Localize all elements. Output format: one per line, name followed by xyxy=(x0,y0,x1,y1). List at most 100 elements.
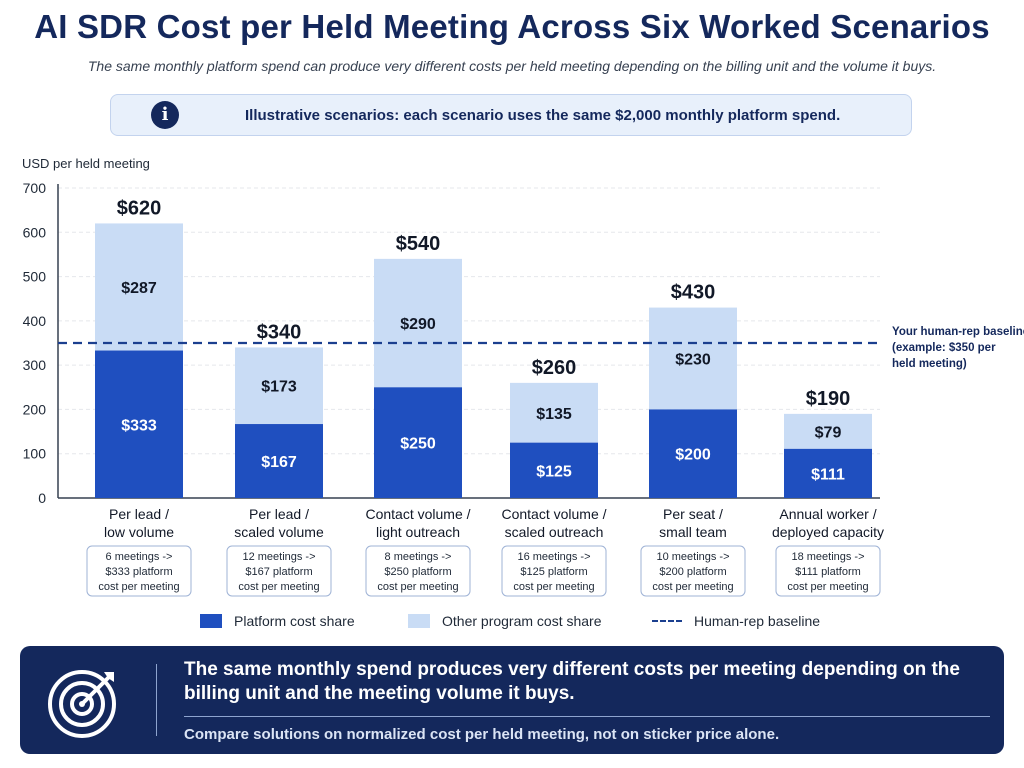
scenario-note-box-6 xyxy=(775,545,881,597)
bar-platform-label-3: $250 xyxy=(400,436,436,453)
legend-label-other: Other program cost share xyxy=(442,613,602,629)
y-tick-label-100: 100 xyxy=(23,446,47,462)
bar-total-label-6: $190 xyxy=(806,388,851,410)
scenario-note-box-1 xyxy=(86,545,192,597)
scenario-note-6-1: 18 meetings -> xyxy=(791,551,864,563)
scenario-note-box-4 xyxy=(501,545,607,597)
target-icon xyxy=(48,670,116,738)
x-tick-label-1-1: Per lead / xyxy=(109,506,169,522)
bar-platform-label-1: $333 xyxy=(121,417,157,434)
y-tick-label-700: 700 xyxy=(23,180,47,196)
scenario-note-6-3: cost per meeting xyxy=(787,581,868,593)
baseline-label-3: held meeting) xyxy=(892,358,967,370)
baseline-label-2: (example: $350 per xyxy=(892,342,996,354)
notice-text: Illustrative scenarios: each scenario us… xyxy=(245,107,841,124)
x-tick-label-6-1: Annual worker / xyxy=(779,506,876,522)
bar-total-label-2: $340 xyxy=(257,321,302,343)
scenario-note-2-3: cost per meeting xyxy=(238,581,319,593)
bar-other-label-5: $230 xyxy=(675,352,711,369)
x-tick-label-3-2: light outreach xyxy=(376,524,460,540)
bar-platform-2 xyxy=(235,424,323,498)
bar-total-label-4: $260 xyxy=(532,357,577,379)
bar-platform-6 xyxy=(784,448,872,498)
bar-other-label-6: $79 xyxy=(815,424,842,441)
bar-other-label-3: $290 xyxy=(400,316,436,333)
bar-other-label-4: $135 xyxy=(536,406,572,423)
scenario-note-4-2: $125 platform xyxy=(520,566,587,578)
banner-rule xyxy=(184,716,990,717)
x-tick-label-4-2: scaled outreach xyxy=(505,524,604,540)
notice-box: i Illustrative scenarios: each scenario … xyxy=(110,94,912,136)
bar-platform-5 xyxy=(649,409,737,498)
bar-total-label-5: $430 xyxy=(671,282,716,304)
scenario-note-5-1: 10 meetings -> xyxy=(656,551,729,563)
scenario-note-4-1: 16 meetings -> xyxy=(517,551,590,563)
scenario-note-3-2: $250 platform xyxy=(384,566,451,578)
legend-item-other: Other program cost share xyxy=(408,610,602,632)
key-takeaway-banner: The same monthly spend produces very dif… xyxy=(20,646,1004,754)
y-tick-label-500: 500 xyxy=(23,269,47,285)
bar-platform-4 xyxy=(510,442,598,498)
page-subtitle: The same monthly platform spend can prod… xyxy=(87,58,937,74)
legend-item-platform: Platform cost share xyxy=(200,610,355,632)
x-tick-label-5-2: small team xyxy=(659,524,727,540)
cost-per-meeting-chart: USD per held meeting 0 100 200 300 400 500 600 7… xyxy=(22,156,1024,597)
page-title: AI SDR Cost per Held Meeting Across Six … xyxy=(34,8,990,45)
scenario-note-4-3: cost per meeting xyxy=(513,581,594,593)
x-tick-label-2-1: Per lead / xyxy=(249,506,309,522)
banner-divider xyxy=(156,664,157,736)
x-tick-label-1-2: low volume xyxy=(104,524,174,540)
x-tick-label-5-1: Per seat / xyxy=(663,506,723,522)
bar-platform-label-2: $167 xyxy=(261,454,297,471)
bar-other-label-1: $287 xyxy=(121,280,157,297)
bar-other-2 xyxy=(235,347,323,425)
bar-platform-1 xyxy=(95,350,183,498)
bar-platform-label-5: $200 xyxy=(675,447,711,464)
legend-label-baseline: Human-rep baseline xyxy=(694,613,821,629)
bar-other-4 xyxy=(510,382,598,443)
scenario-note-3-1: 8 meetings -> xyxy=(385,551,452,563)
bar-platform-label-4: $125 xyxy=(536,463,572,480)
bar-other-1 xyxy=(95,223,183,351)
scenario-note-box-2 xyxy=(226,545,332,597)
scenario-note-1-1: 6 meetings -> xyxy=(106,551,173,563)
banner-note: Compare solutions on normalized cost per… xyxy=(184,726,780,743)
scenario-note-5-2: $200 platform xyxy=(659,566,726,578)
baseline-label-1: Your human-rep baseline xyxy=(892,326,1024,338)
bar-other-6 xyxy=(784,413,872,449)
bar-platform-label-6: $111 xyxy=(811,466,845,483)
legend-label-platform: Platform cost share xyxy=(234,613,355,629)
info-icon: i xyxy=(151,101,179,129)
legend-swatch-other xyxy=(408,614,430,628)
legend-item-baseline: Human-rep baseline xyxy=(652,610,820,632)
scenario-note-1-3: cost per meeting xyxy=(98,581,179,593)
scenario-note-5-3: cost per meeting xyxy=(652,581,733,593)
x-tick-label-4-1: Contact volume / xyxy=(501,506,606,522)
x-tick-label-2-2: scaled volume xyxy=(234,524,324,540)
legend-swatch-platform xyxy=(200,614,222,628)
y-tick-label-300: 300 xyxy=(23,357,47,373)
chart-legend: Platform cost share Other program cost s… xyxy=(0,610,1024,632)
scenario-note-2-2: $167 platform xyxy=(245,566,312,578)
scenario-note-6-2: $111 platform xyxy=(795,566,861,578)
x-tick-label-6-2: deployed capacity xyxy=(772,524,884,540)
bar-platform-3 xyxy=(374,387,462,498)
bar-other-label-2: $173 xyxy=(261,379,297,396)
bar-total-label-1: $620 xyxy=(117,197,162,219)
bar-other-5 xyxy=(649,307,737,410)
scenario-note-1-2: $333 platform xyxy=(105,566,172,578)
scenario-note-box-5 xyxy=(640,545,746,597)
legend-dash-baseline xyxy=(652,620,682,622)
scenario-note-3-3: cost per meeting xyxy=(377,581,458,593)
bar-other-3 xyxy=(374,258,462,388)
banner-headline: The same monthly spend produces very dif… xyxy=(184,659,960,704)
y-tick-label-600: 600 xyxy=(23,224,47,240)
scenario-note-2-1: 12 meetings -> xyxy=(242,551,315,563)
y-tick-label-0: 0 xyxy=(38,490,46,506)
y-tick-label-200: 200 xyxy=(23,401,47,417)
bar-total-label-3: $540 xyxy=(396,233,441,255)
y-axis-label: USD per held meeting xyxy=(22,156,150,171)
y-tick-label-400: 400 xyxy=(23,313,47,329)
scenario-note-box-3 xyxy=(365,545,471,597)
x-tick-label-3-1: Contact volume / xyxy=(365,506,470,522)
